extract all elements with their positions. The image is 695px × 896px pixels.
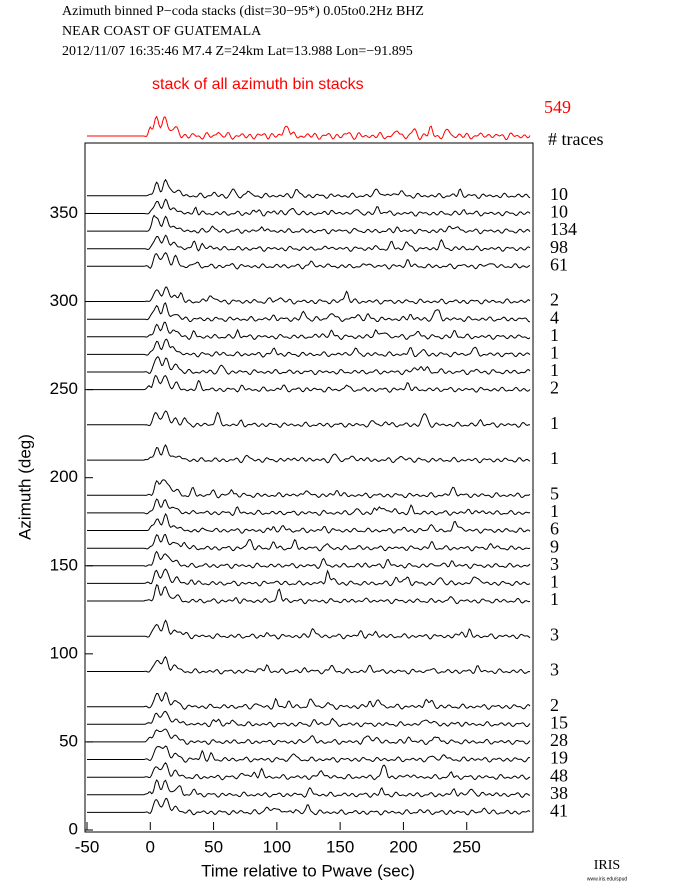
y-tick-label: 300 [50, 291, 78, 310]
trace-count: 6 [550, 519, 559, 539]
trace-count: 19 [550, 748, 568, 768]
trace [87, 498, 531, 517]
y-tick-label: 100 [50, 643, 78, 662]
trace [87, 410, 530, 428]
trace-count: 2 [550, 695, 559, 715]
trace-count: 1 [550, 448, 559, 468]
trace [87, 619, 531, 640]
trace [87, 728, 531, 746]
trace [87, 302, 531, 323]
trace-count: 98 [550, 237, 568, 257]
trace [87, 779, 531, 799]
trace [87, 655, 531, 675]
trace [87, 568, 531, 587]
stack-trace [87, 115, 531, 141]
y-tick-label: 0 [69, 819, 78, 838]
trace-count: 9 [550, 536, 559, 556]
trace-count: 48 [550, 765, 568, 785]
trace-count: 1 [550, 325, 559, 345]
trace [87, 252, 531, 270]
trace [87, 797, 531, 816]
trace [87, 444, 531, 464]
trace [87, 479, 531, 499]
trace-count: 1 [550, 343, 559, 363]
count-header: # traces [548, 129, 603, 149]
logo: IRIS [594, 858, 620, 873]
trace-count: 3 [550, 554, 559, 574]
x-tick-label: 100 [263, 837, 291, 856]
x-tick-label: 0 [146, 837, 155, 856]
trace [87, 338, 531, 358]
trace [87, 691, 531, 711]
title-line: 2012/11/07 16:35:46 M7.4 Z=24km Lat=13.9… [62, 44, 413, 59]
trace [87, 214, 531, 235]
x-tick-label: 200 [389, 837, 417, 856]
trace-count: 1 [550, 360, 559, 380]
trace [87, 286, 531, 305]
y-tick-label: 250 [50, 379, 78, 398]
trace [87, 178, 531, 199]
logo-url: www.iris.edu/spud [587, 876, 628, 882]
stack-count: 549 [544, 97, 571, 117]
x-axis-label: Time relative to Pwave (sec) [201, 861, 415, 880]
trace-count: 2 [550, 378, 559, 398]
trace-count: 41 [550, 801, 568, 821]
trace-count: 1 [550, 413, 559, 433]
trace-count: 1 [550, 589, 559, 609]
trace [87, 198, 531, 217]
trace-count: 1 [550, 572, 559, 592]
trace [87, 356, 531, 376]
plot-frame [84, 142, 534, 833]
y-axis-label: Azimuth (deg) [15, 434, 34, 540]
trace [87, 745, 531, 763]
trace [87, 513, 531, 534]
trace-count: 15 [550, 712, 568, 732]
y-tick-label: 150 [50, 555, 78, 574]
title-line: NEAR COAST OF GUATEMALA [62, 24, 262, 39]
trace [87, 762, 531, 781]
trace-count: 38 [550, 783, 568, 803]
trace [87, 710, 531, 728]
x-tick-label: 50 [204, 837, 223, 856]
trace-count: 3 [550, 624, 559, 644]
trace-count: 1 [550, 501, 559, 521]
trace [87, 584, 531, 605]
trace-count: 61 [550, 254, 568, 274]
trace [87, 321, 531, 341]
trace-count: 10 [550, 202, 568, 222]
trace [87, 374, 531, 393]
x-tick-label: 150 [326, 837, 354, 856]
trace-count: 28 [550, 730, 568, 750]
y-tick-label: 350 [50, 203, 78, 222]
trace [87, 550, 531, 569]
stack-label: stack of all azimuth bin stacks [152, 76, 364, 93]
trace-count: 2 [550, 290, 559, 310]
title-line: Azimuth binned P−coda stacks (dist=30−95… [62, 4, 424, 19]
trace [87, 533, 531, 552]
trace-count: 5 [550, 483, 559, 503]
trace-count: 134 [550, 219, 577, 239]
trace-count: 10 [550, 184, 568, 204]
trace-count: 3 [550, 660, 559, 680]
y-tick-label: 200 [50, 467, 78, 486]
y-tick-label: 50 [59, 731, 78, 750]
x-tick-label: -50 [75, 837, 100, 856]
trace-count: 4 [550, 307, 559, 327]
x-tick-label: 250 [453, 837, 481, 856]
trace [87, 234, 531, 253]
